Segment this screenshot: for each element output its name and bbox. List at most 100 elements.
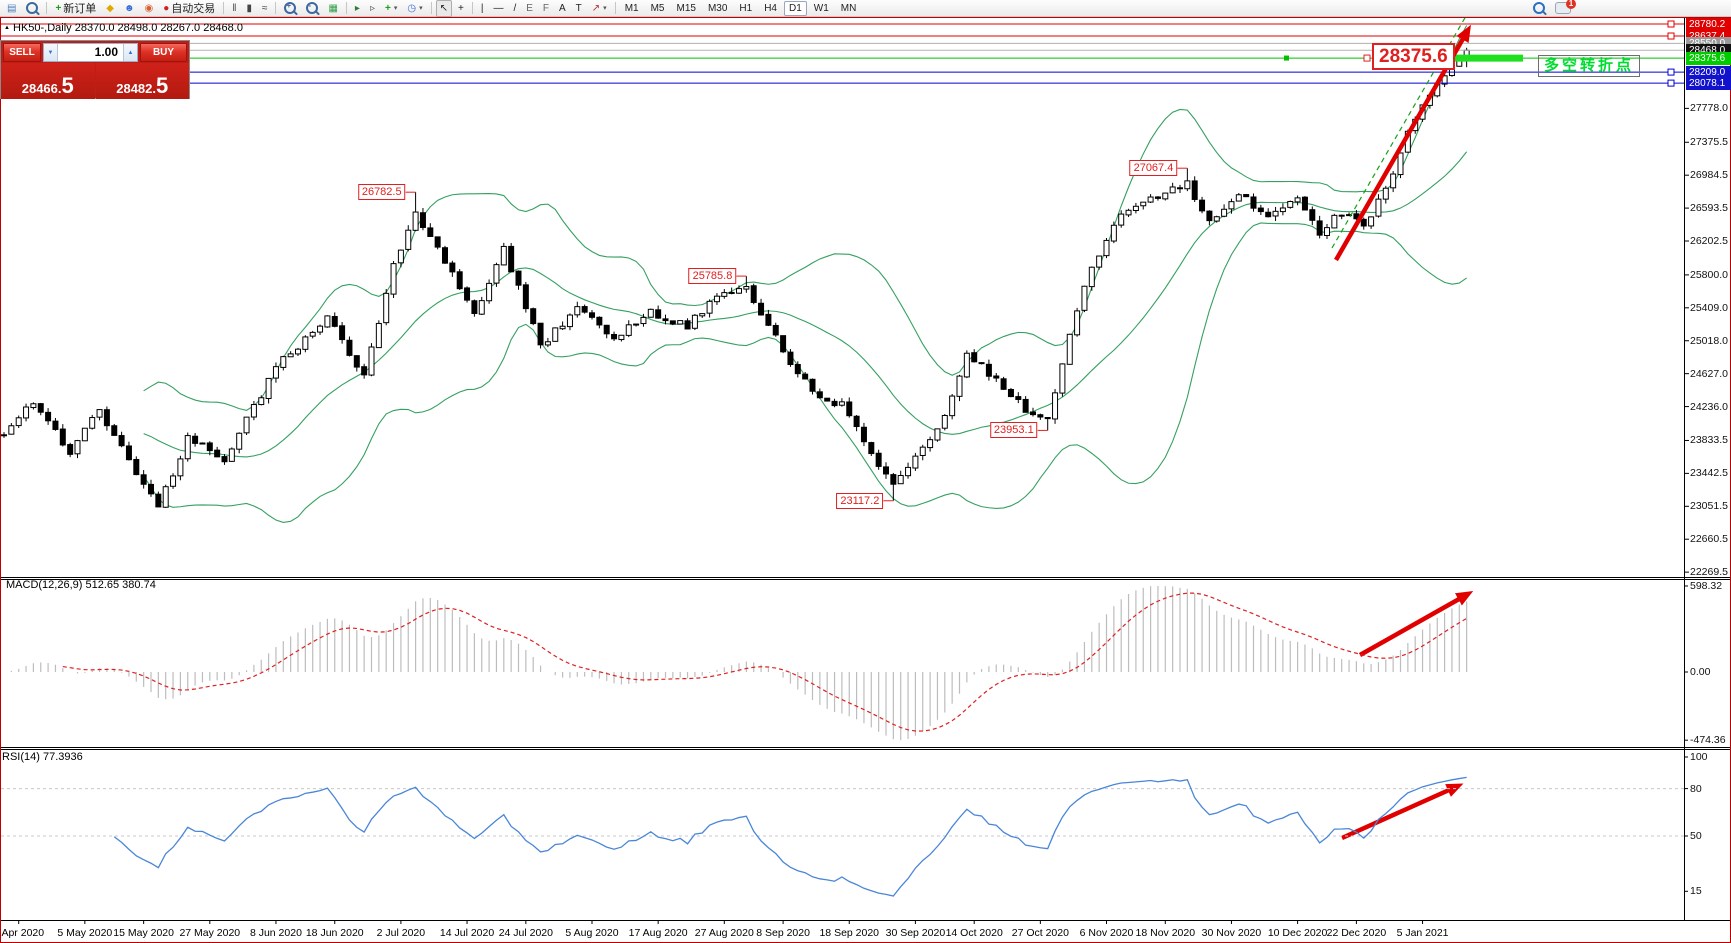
autotrading-button[interactable]: ● 自动交易 — [159, 0, 219, 17]
vertical-line-icon-glyph: | — [480, 2, 484, 14]
add-indicator-icon[interactable]: + ▾ — [381, 0, 401, 17]
x-axis-label: 18 Jun 2020 — [305, 927, 364, 939]
trend-arrow-rsi[interactable] — [1341, 783, 1464, 841]
price-axis-label-28078.1: 28078.1 — [1686, 76, 1731, 90]
contacts-icon-glyph: ☻ — [124, 2, 135, 14]
auto-scroll-icon-glyph: ▸ — [354, 2, 360, 14]
main-chart-panel — [1, 18, 1684, 523]
price-callout-28375[interactable]: 28375.6 — [1372, 43, 1455, 70]
line-chart-icon[interactable]: ≈ — [258, 0, 272, 17]
trend-arrow-macd[interactable] — [1358, 591, 1474, 657]
y-axis-tick-22660.5: 22660.5 — [1690, 533, 1728, 546]
arrows-icon-glyph: ↗ — [591, 2, 601, 14]
price-annotation-25785.8[interactable]: 25785.8 — [688, 268, 737, 285]
trendline-icon[interactable]: / — [509, 0, 520, 17]
horizontal-line-icon[interactable]: — — [489, 0, 507, 17]
timeframe-d1[interactable]: D1 — [784, 0, 807, 16]
sell-button[interactable]: SELL — [3, 43, 41, 62]
timeframe-w1[interactable]: W1 — [813, 2, 829, 14]
timeframe-m5[interactable]: M5 — [650, 2, 665, 14]
sell-price[interactable]: 28466. 5 — [1, 63, 95, 99]
timeframe-m15[interactable]: M15 — [676, 2, 696, 14]
label-anchor-handle[interactable] — [1363, 54, 1371, 62]
cursor-icon[interactable]: ↖ — [435, 0, 452, 17]
text-icon[interactable]: A — [555, 0, 570, 17]
candlestick-chart-icon[interactable]: ▮ — [242, 0, 256, 17]
y-axis-tick-23442.5: 23442.5 — [1690, 467, 1728, 480]
chart-shift-icon[interactable]: ▹ — [366, 0, 379, 17]
fibonacci-icon[interactable]: F — [539, 0, 553, 17]
x-axis-label: 5 Aug 2020 — [565, 927, 619, 939]
new-chart-icon-glyph: ▤ — [7, 2, 17, 14]
trade-panel-controls: SELL ▼ 1.00 ▲ BUY — [1, 41, 189, 62]
timeframe-h4[interactable]: H4 — [764, 2, 777, 14]
zoom-out-icon[interactable]: - — [302, 0, 322, 17]
buy-button[interactable]: BUY — [140, 43, 187, 62]
buy-price[interactable]: 28482. 5 — [95, 63, 189, 99]
line-chart-icon-glyph: ≈ — [261, 2, 268, 14]
volume-decrease-icon[interactable]: ▼ — [44, 44, 58, 61]
x-axis-label: 14 Jul 2020 — [439, 927, 495, 939]
arrows-icon[interactable]: ↗ ▾ — [588, 0, 611, 17]
rsi-axis-tick-15: 15 — [1690, 885, 1702, 898]
equidistant-channel-icon-glyph: E — [526, 2, 533, 14]
timeframe-h1[interactable]: H1 — [739, 2, 753, 14]
bar-chart-icon[interactable]: ‖ — [228, 0, 240, 17]
periods-icon[interactable]: ◷ ▾ — [403, 0, 426, 17]
text-icon-glyph: A — [559, 2, 566, 14]
price-annotation-23117.2[interactable]: 23117.2 — [836, 492, 884, 509]
alerts-icon-glyph: ◉ — [144, 2, 154, 14]
periods-icon-glyph: ◷ — [407, 2, 417, 14]
x-axis-label: 18 Nov 2020 — [1135, 927, 1196, 939]
highlighter-icon[interactable]: ◆ — [102, 0, 118, 17]
support-line-2-handle[interactable] — [1667, 79, 1675, 87]
text-label-icon[interactable]: T — [572, 0, 586, 17]
price-annotation-23953.1[interactable]: 23953.1 — [989, 422, 1038, 439]
new-order-button-label: 新订单 — [63, 3, 97, 15]
price-annotation-26782.5[interactable]: 26782.5 — [357, 184, 406, 201]
candlesticks — [1, 47, 1470, 508]
zoom-in-icon: + — [284, 1, 297, 14]
rsi-axis-tick-80: 80 — [1690, 782, 1702, 795]
volume-increase-icon[interactable]: ▲ — [123, 44, 137, 61]
timeframe-mn[interactable]: MN — [840, 2, 857, 14]
timeframe-m30[interactable]: M30 — [707, 2, 728, 14]
buy-price-pips: 5 — [156, 73, 169, 98]
zoom-in-icon[interactable]: + — [280, 0, 300, 17]
new-order-button[interactable]: + 新订单 — [51, 0, 100, 17]
x-axis-label: 27 Oct 2020 — [1011, 927, 1069, 939]
rsi-panel — [1, 776, 1684, 897]
tile-windows-icon[interactable]: ▦ — [324, 0, 341, 17]
x-axis-label: 1 Apr 2020 — [0, 927, 45, 939]
green-line-handle[interactable] — [1284, 55, 1289, 61]
equidistant-channel-icon[interactable]: E — [522, 0, 537, 17]
volume-input[interactable]: 1.00 — [94, 45, 118, 59]
one-click-trade-panel: SELL ▼ 1.00 ▲ BUY 28466. 5 28482. 5 — [0, 40, 190, 99]
bollinger-middle-band — [143, 151, 1468, 458]
resistance-line-1-handle[interactable] — [1667, 20, 1675, 28]
contacts-icon[interactable]: ☻ — [120, 0, 139, 17]
chart-profiles-icon[interactable] — [22, 0, 42, 17]
pivot-note-text[interactable]: 多空转折点 — [1538, 55, 1641, 77]
notifications-icon[interactable]: 1 — [1555, 0, 1576, 14]
timeframe-m1[interactable]: M1 — [624, 2, 639, 14]
toolbar-separator — [430, 2, 432, 14]
alerts-icon[interactable]: ◉ — [141, 0, 158, 17]
toolbar-separator — [345, 2, 347, 14]
autotrading-button-label: 自动交易 — [171, 3, 216, 15]
price-annotation-27067.4[interactable]: 27067.4 — [1129, 160, 1178, 177]
crosshair-icon[interactable]: + — [454, 0, 468, 17]
chart-title: HK50-,Daily 28370.0 28498.0 28267.0 2846… — [13, 22, 243, 34]
new-chart-icon[interactable]: ▤ — [3, 0, 20, 17]
horizontal-line-icon-glyph: — — [493, 2, 504, 14]
chart-symbol-marker-icon: ▲ — [4, 25, 10, 31]
y-axis-tick-27778.0: 27778.0 — [1690, 102, 1728, 115]
resistance-line-2-handle[interactable] — [1667, 32, 1675, 40]
search-icon[interactable] — [1533, 2, 1545, 14]
vertical-line-icon[interactable]: | — [477, 0, 488, 17]
auto-scroll-icon[interactable]: ▸ — [351, 0, 364, 17]
x-axis-label: 8 Jun 2020 — [249, 927, 302, 939]
support-line-1-handle[interactable] — [1667, 68, 1675, 76]
